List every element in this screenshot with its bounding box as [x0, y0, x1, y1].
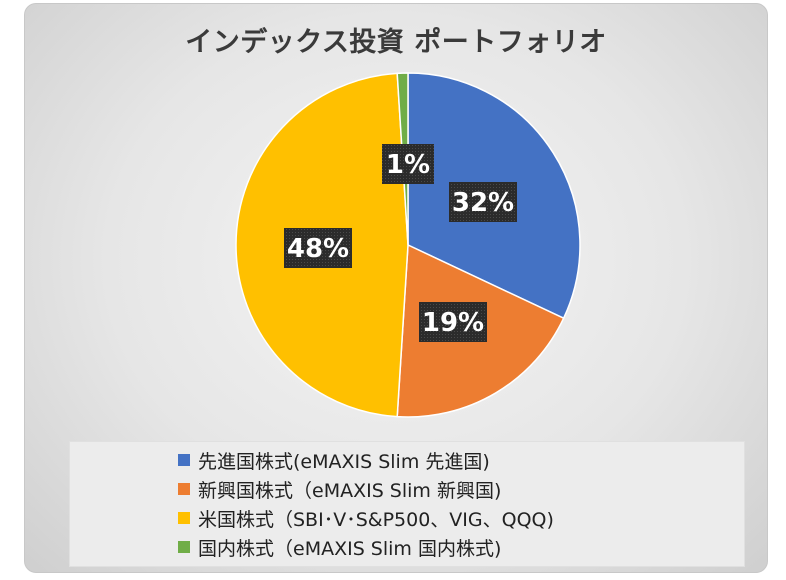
- legend-item: 米国株式（SBI･V･S&P500、VIG、QQQ): [178, 504, 554, 532]
- data-label: 1%: [382, 144, 434, 184]
- legend-swatch: [178, 541, 190, 553]
- legend-swatch: [178, 454, 190, 466]
- legend-label: 国内株式（eMAXIS Slim 国内株式): [198, 537, 502, 560]
- legend-label: 米国株式（SBI･V･S&P500、VIG、QQQ): [198, 508, 554, 531]
- data-label-box: [419, 302, 487, 342]
- data-label-text: 1%: [386, 150, 430, 180]
- legend-item: 新興国株式（eMAXIS Slim 新興国): [178, 475, 501, 503]
- data-label: 48%: [284, 228, 352, 268]
- data-label-text: 32%: [452, 188, 514, 218]
- data-label-text: 19%: [422, 308, 484, 338]
- data-label: 19%: [419, 302, 487, 342]
- legend-swatch: [178, 483, 190, 495]
- data-label-box: [382, 144, 434, 184]
- chart-area: インデックス投資 ポートフォリオ 32% 19% 48% 1% 先進国株式(eMAXI…: [24, 3, 768, 573]
- legend-swatch: [178, 512, 190, 524]
- legend-label: 先進国株式(eMAXIS Slim 先進国): [198, 450, 490, 473]
- legend-item: 国内株式（eMAXIS Slim 国内株式): [178, 533, 501, 561]
- chart-title: インデックス投資 ポートフォリオ: [185, 27, 607, 58]
- data-label: 32%: [449, 182, 517, 222]
- legend-label: 新興国株式（eMAXIS Slim 新興国): [198, 479, 502, 502]
- data-label-text: 48%: [287, 234, 349, 264]
- legend: 先進国株式(eMAXIS Slim 先進国) 新興国株式（eMAXIS Slim …: [69, 441, 745, 567]
- pie-chart: 32% 19% 48% 1%: [235, 72, 581, 418]
- data-label-box: [284, 228, 352, 268]
- legend-item: 先進国株式(eMAXIS Slim 先進国): [178, 446, 490, 474]
- data-label-box: [449, 182, 517, 222]
